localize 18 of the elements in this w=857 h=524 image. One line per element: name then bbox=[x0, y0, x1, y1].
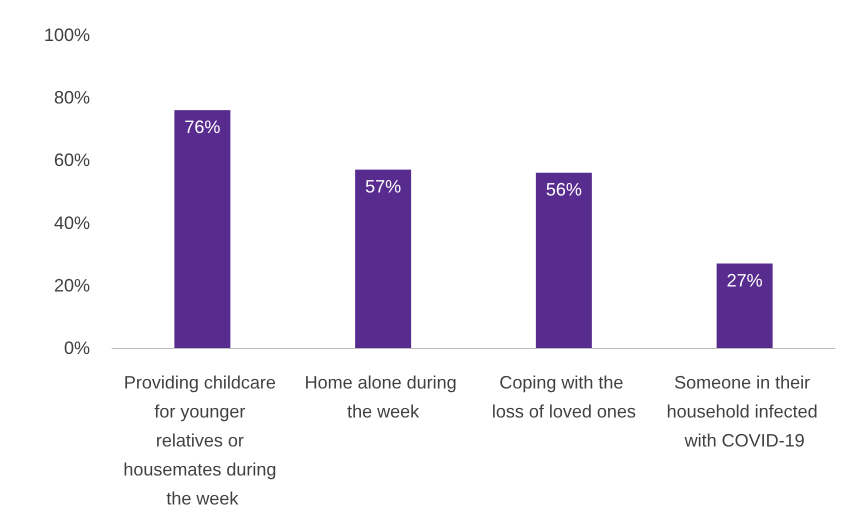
bar bbox=[174, 110, 230, 348]
data-label: 76% bbox=[184, 117, 220, 138]
y-tick-label: 60% bbox=[54, 150, 90, 170]
data-label: 27% bbox=[726, 270, 763, 290]
x-tick-label: Providing childcare for younger relatives or housemates during the week bbox=[123, 372, 282, 508]
x-tick-label: Someone in their household infected with COVID-19 bbox=[666, 372, 823, 450]
y-tick-label: 80% bbox=[54, 88, 90, 108]
bar bbox=[716, 263, 773, 348]
y-tick-label: 100% bbox=[44, 25, 90, 45]
bar bbox=[536, 172, 592, 348]
x-tick-label: Home alone during the week bbox=[304, 372, 462, 422]
y-tick-label: 40% bbox=[54, 212, 90, 233]
y-tick-label: 20% bbox=[54, 275, 90, 296]
data-label: 56% bbox=[546, 180, 582, 200]
y-tick-label: 0% bbox=[64, 338, 90, 358]
bar bbox=[355, 170, 412, 348]
x-tick-label: Coping with the loss of loved ones bbox=[492, 372, 636, 422]
data-label: 57% bbox=[365, 176, 402, 197]
